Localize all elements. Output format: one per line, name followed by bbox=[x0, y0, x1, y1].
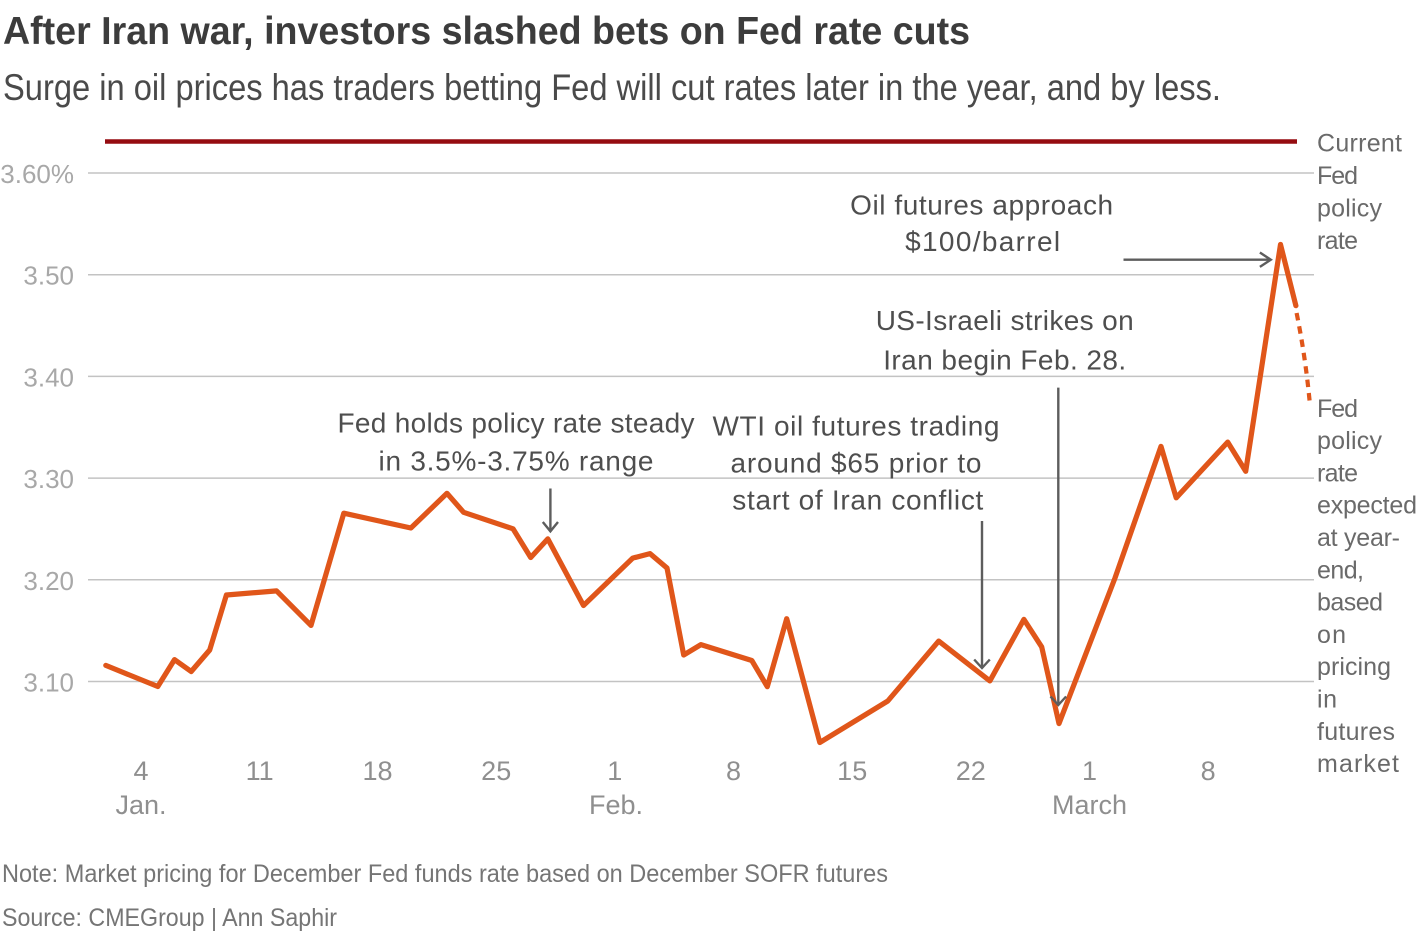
svg-text:Current: Current bbox=[1317, 130, 1402, 158]
svg-text:based: based bbox=[1317, 589, 1383, 617]
svg-text:22: 22 bbox=[956, 756, 986, 786]
svg-text:Source: CMEGroup | Ann Saphir: Source: CMEGroup | Ann Saphir bbox=[2, 904, 337, 932]
svg-text:in 3.5%-3.75% range: in 3.5%-3.75% range bbox=[379, 446, 654, 477]
svg-text:Feb.: Feb. bbox=[589, 790, 643, 820]
svg-text:Note: Market pricing for Decem: Note: Market pricing for December Fed fu… bbox=[2, 860, 888, 888]
svg-text:Fed holds policy rate steady: Fed holds policy rate steady bbox=[338, 408, 695, 439]
svg-text:futures: futures bbox=[1317, 718, 1395, 746]
svg-text:policy: policy bbox=[1317, 195, 1383, 223]
svg-text:expected: expected bbox=[1317, 492, 1417, 520]
svg-text:3.30: 3.30 bbox=[23, 464, 74, 494]
svg-text:1: 1 bbox=[1082, 756, 1097, 786]
svg-text:3.40: 3.40 bbox=[23, 362, 74, 392]
svg-text:11: 11 bbox=[246, 756, 274, 786]
svg-text:Jan.: Jan. bbox=[115, 790, 166, 820]
svg-text:3.20: 3.20 bbox=[23, 566, 74, 596]
svg-text:Oil futures approach: Oil futures approach bbox=[850, 190, 1113, 221]
svg-text:8: 8 bbox=[1201, 756, 1216, 786]
svg-text:at year-: at year- bbox=[1317, 524, 1400, 552]
svg-text:policy: policy bbox=[1317, 427, 1383, 455]
svg-text:15: 15 bbox=[837, 756, 867, 786]
svg-text:rate: rate bbox=[1317, 459, 1358, 487]
svg-text:end,: end, bbox=[1317, 556, 1364, 584]
svg-text:market: market bbox=[1317, 750, 1399, 778]
svg-text:18: 18 bbox=[362, 756, 392, 786]
svg-text:WTI oil futures trading: WTI oil futures trading bbox=[713, 410, 1000, 441]
svg-text:Surge in oil prices has trader: Surge in oil prices has traders betting … bbox=[3, 67, 1221, 108]
svg-text:8: 8 bbox=[726, 756, 741, 786]
svg-text:3.10: 3.10 bbox=[23, 668, 74, 698]
svg-text:4: 4 bbox=[133, 756, 148, 786]
svg-text:Fed: Fed bbox=[1317, 395, 1358, 423]
svg-text:Iran begin Feb. 28.: Iran begin Feb. 28. bbox=[883, 345, 1126, 376]
svg-text:After Iran war, investors slas: After Iran war, investors slashed bets o… bbox=[3, 10, 970, 53]
svg-text:pricing: pricing bbox=[1317, 653, 1391, 681]
svg-text:on: on bbox=[1317, 621, 1346, 649]
svg-text:March: March bbox=[1052, 790, 1127, 820]
svg-text:US-Israeli strikes on: US-Israeli strikes on bbox=[876, 305, 1134, 336]
svg-text:25: 25 bbox=[481, 756, 511, 786]
svg-text:3.60%: 3.60% bbox=[0, 159, 74, 189]
svg-text:Fed: Fed bbox=[1317, 162, 1358, 190]
svg-text:around $65 prior to: around $65 prior to bbox=[731, 447, 982, 478]
svg-text:$100/barrel: $100/barrel bbox=[905, 226, 1060, 257]
svg-text:in: in bbox=[1317, 686, 1337, 714]
svg-text:3.50: 3.50 bbox=[23, 261, 74, 291]
svg-text:rate: rate bbox=[1317, 227, 1358, 255]
svg-text:1: 1 bbox=[607, 756, 622, 786]
svg-text:start of Iran conflict: start of Iran conflict bbox=[732, 484, 983, 515]
